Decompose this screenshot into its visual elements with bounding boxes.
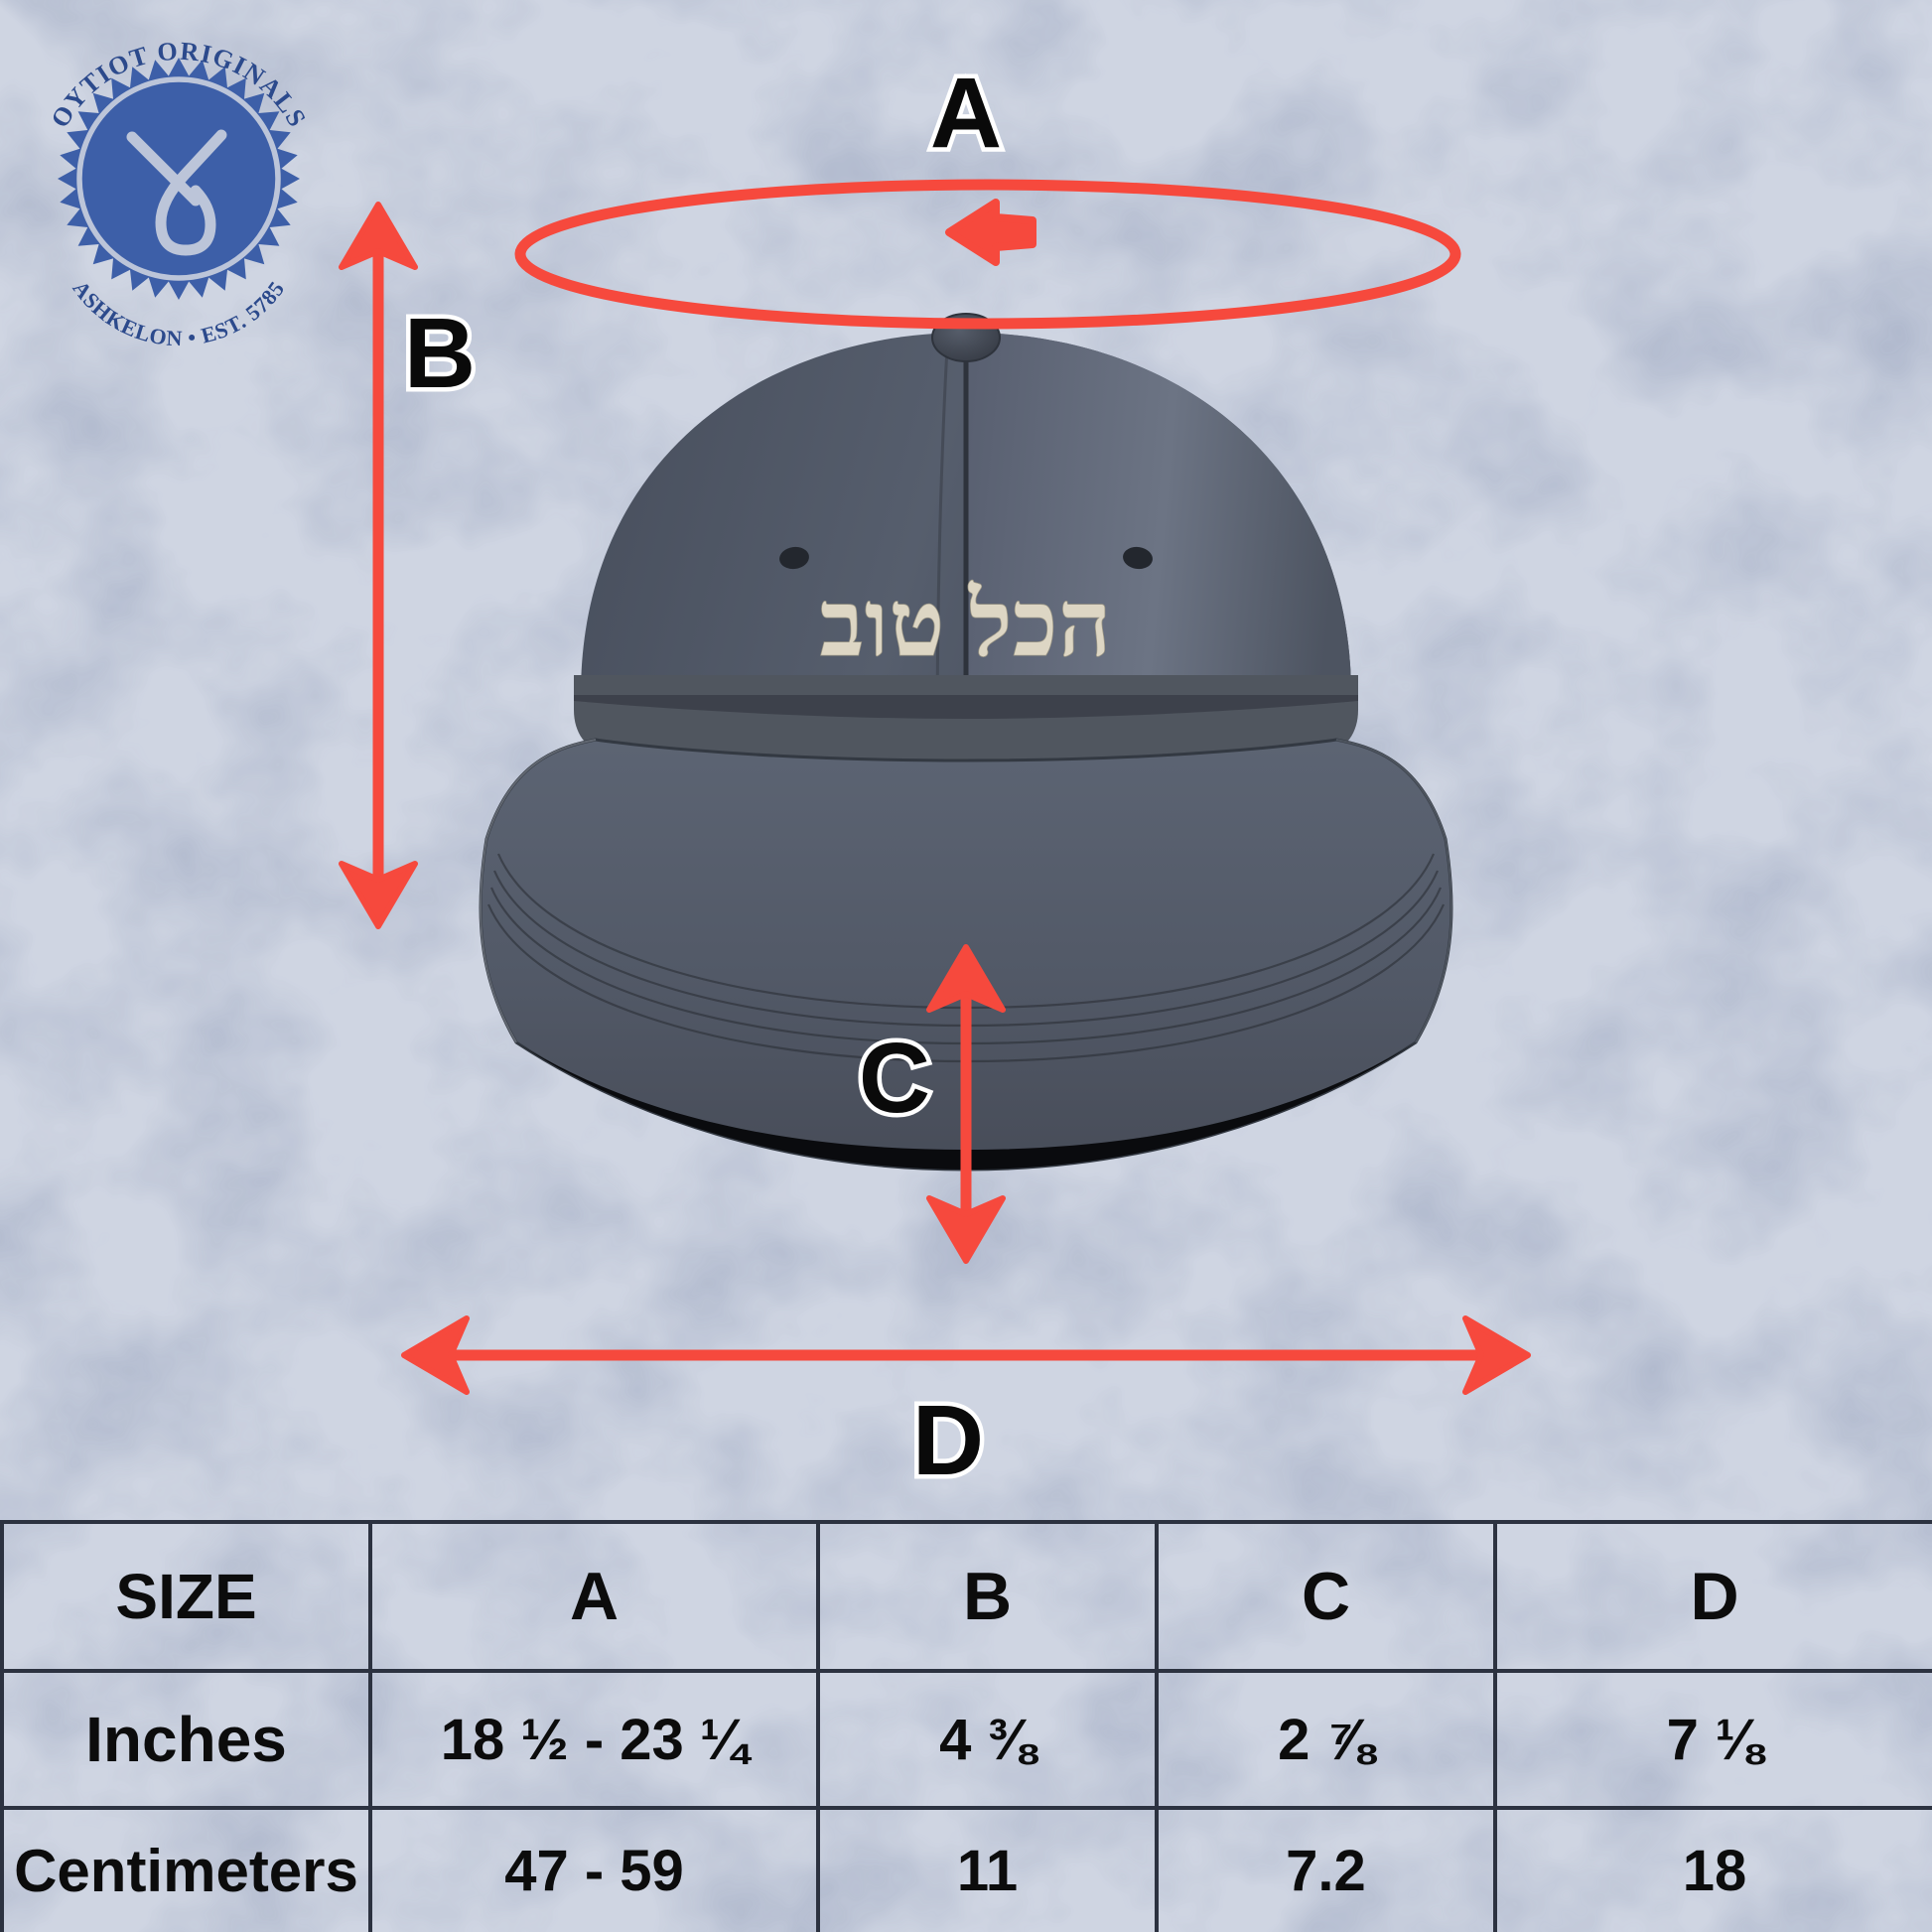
svg-text:D: D — [912, 1385, 984, 1496]
svg-text:B: B — [404, 298, 476, 409]
svg-text:A: A — [930, 58, 1002, 169]
svg-text:C: C — [859, 1023, 930, 1134]
